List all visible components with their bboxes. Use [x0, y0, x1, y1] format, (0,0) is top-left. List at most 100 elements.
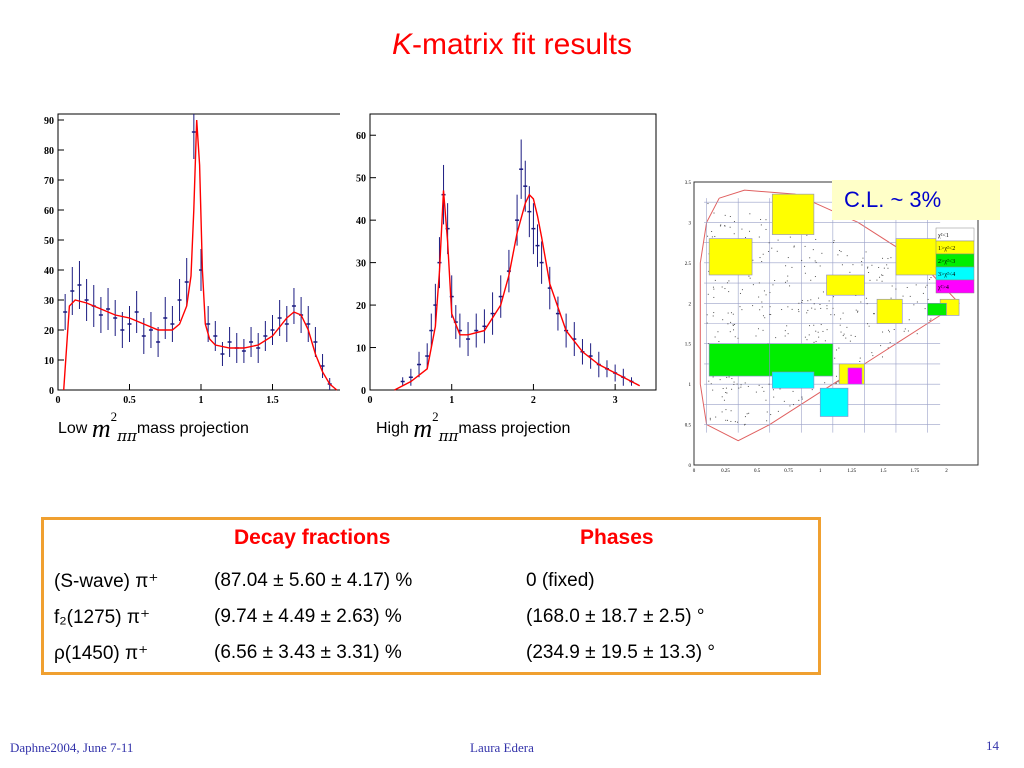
- dalitz-event: [725, 392, 727, 394]
- dalitz-event: [913, 304, 915, 306]
- dalitz-event: [749, 230, 751, 232]
- dalitz-event: [784, 330, 786, 332]
- dalitz-chi2-cell: [847, 367, 863, 385]
- dalitz-event: [709, 417, 711, 419]
- dalitz-event: [852, 264, 854, 266]
- dalitz-event: [768, 251, 770, 253]
- dalitz-event: [836, 349, 838, 351]
- dalitz-event: [881, 356, 883, 358]
- dalitz-event: [813, 324, 815, 326]
- high-ytick-label: 30: [356, 259, 366, 270]
- dalitz-event: [890, 257, 892, 259]
- high-ytick-label: 0: [361, 386, 366, 397]
- dalitz-event: [733, 329, 735, 331]
- dalitz-event: [859, 357, 861, 359]
- dalitz-event: [820, 324, 822, 326]
- dalitz-event: [798, 399, 800, 401]
- high-fit-curve: [394, 190, 641, 391]
- dalitz-event: [734, 323, 736, 325]
- dalitz-xtick-label: 0.5: [754, 469, 761, 474]
- row-f2-fraction: (9.74 ± 4.49 ± 2.63) %: [214, 606, 402, 627]
- dalitz-event: [808, 334, 810, 336]
- dalitz-event: [840, 331, 842, 333]
- low-caption-sup: 2: [110, 409, 118, 425]
- dalitz-event: [876, 279, 878, 281]
- dalitz-event: [812, 249, 814, 251]
- dalitz-chi2-cell: [927, 302, 947, 316]
- dalitz-event: [779, 388, 781, 390]
- row-rho-fraction: (6.56 ± 3.43 ± 3.31) %: [214, 642, 402, 663]
- dalitz-event: [766, 411, 768, 413]
- dalitz-event: [930, 318, 932, 320]
- dalitz-event: [929, 319, 931, 321]
- dalitz-event: [792, 404, 794, 406]
- dalitz-event: [769, 313, 771, 315]
- high-ytick-label: 60: [356, 131, 366, 142]
- title-rest: -matrix fit results: [411, 28, 633, 61]
- dalitz-ytick-label: 3: [689, 221, 692, 226]
- footer-page-number: 14: [986, 738, 999, 753]
- dalitz-event: [776, 250, 778, 252]
- low-ytick-label: 80: [44, 146, 54, 157]
- dalitz-event: [734, 421, 736, 423]
- dalitz-event: [846, 326, 848, 328]
- dalitz-event: [726, 282, 728, 284]
- dalitz-event: [726, 392, 728, 394]
- dalitz-event: [797, 309, 799, 311]
- dalitz-legend-label: 2>χ²<3: [938, 259, 955, 265]
- dalitz-event: [749, 213, 751, 215]
- dalitz-chi2-cell: [771, 371, 815, 389]
- dalitz-event: [758, 236, 760, 238]
- low-caption-prefix: Low: [58, 420, 88, 437]
- row-rho-label: ρ(1450) π⁺: [54, 643, 149, 664]
- dalitz-event: [916, 333, 918, 335]
- dalitz-ytick-label: 1.5: [685, 343, 692, 348]
- dalitz-event: [814, 276, 816, 278]
- dalitz-event: [819, 265, 821, 267]
- dalitz-event: [723, 399, 725, 401]
- dalitz-event: [775, 337, 777, 339]
- dalitz-event: [815, 238, 817, 240]
- dalitz-event: [765, 399, 767, 401]
- high-ytick-label: 10: [356, 344, 366, 355]
- dalitz-event: [713, 312, 715, 314]
- dalitz-event: [786, 280, 788, 282]
- dalitz-chi2-cell: [826, 274, 865, 296]
- high-caption-sup: 2: [432, 409, 439, 425]
- row-f2-label: f₂(1275) π⁺: [54, 607, 150, 628]
- dalitz-event: [878, 266, 880, 268]
- dalitz-event: [722, 388, 724, 390]
- dalitz-event: [732, 324, 734, 326]
- high-xtick-label: 0: [368, 395, 373, 406]
- dalitz-event: [915, 284, 917, 286]
- dalitz-event: [815, 340, 817, 342]
- dalitz-event: [740, 384, 742, 386]
- dalitz-event: [867, 267, 869, 269]
- dalitz-event: [728, 280, 730, 282]
- dalitz-event: [815, 330, 817, 332]
- dalitz-event: [760, 224, 762, 226]
- dalitz-event: [891, 285, 893, 287]
- dalitz-event: [879, 276, 881, 278]
- dalitz-event: [804, 272, 806, 274]
- low-xtick-label: 0: [56, 395, 61, 406]
- title-k: K: [391, 28, 412, 61]
- dalitz-event: [868, 325, 870, 327]
- high-caption-prefix: High: [376, 420, 409, 437]
- dalitz-event: [769, 292, 771, 294]
- dalitz-event: [861, 261, 863, 263]
- dalitz-event: [739, 292, 741, 294]
- dalitz-event: [759, 257, 761, 259]
- row-swave-label: (S-wave) π⁺: [54, 571, 159, 592]
- dalitz-event: [806, 234, 808, 236]
- dalitz-event: [834, 357, 836, 359]
- dalitz-event: [737, 421, 739, 423]
- high-xtick-label: 3: [613, 395, 618, 406]
- dalitz-event: [906, 286, 908, 288]
- dalitz-event: [761, 306, 763, 308]
- low-caption-sub: ππ: [117, 427, 137, 445]
- dalitz-event: [758, 282, 760, 284]
- dalitz-xtick-label: 0.75: [784, 469, 793, 474]
- dalitz-event: [849, 271, 851, 273]
- dalitz-event: [862, 257, 864, 259]
